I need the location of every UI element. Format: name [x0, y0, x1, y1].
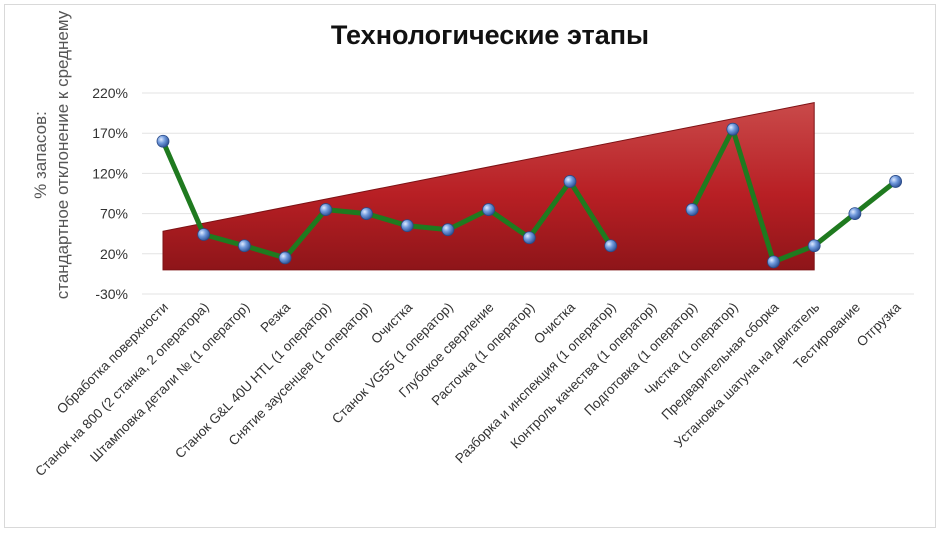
y-tick-label: 70%: [100, 206, 128, 222]
chart-title: Технологические этапы: [331, 20, 649, 50]
data-point: [848, 207, 862, 221]
data-point: [482, 203, 496, 216]
trend-wedge: [162, 102, 815, 271]
y-tick-label: -30%: [95, 286, 128, 302]
y-tick-label: 220%: [92, 85, 128, 101]
series-markers: [156, 122, 902, 269]
y-tick-label: 120%: [92, 165, 128, 181]
data-point: [237, 239, 251, 253]
data-point: [522, 231, 536, 245]
y-axis-label-line-2: стандартное отклонение к среднему: [53, 10, 72, 299]
data-point: [360, 207, 373, 221]
data-point: [767, 255, 780, 269]
data-point: [889, 175, 902, 188]
data-point: [685, 203, 699, 216]
data-point: [156, 134, 170, 148]
x-tick-label: Установка шатуна на двигатель: [671, 300, 822, 451]
y-tick-label: 170%: [92, 125, 128, 141]
data-point: [807, 239, 821, 253]
series-line-layer: [160, 126, 899, 265]
y-axis-label: % запасов: стандартное отклонение к сред…: [31, 10, 72, 299]
x-tick-label: Контроль качества (1 оператор): [508, 300, 660, 452]
y-axis-label-line-1: % запасов:: [31, 111, 50, 199]
data-point: [726, 122, 740, 136]
data-point: [278, 251, 292, 265]
x-tick-label: Отгрузка: [854, 299, 904, 349]
data-point: [563, 175, 577, 188]
y-tick-label: 20%: [100, 246, 128, 262]
x-tick-label: Резка: [257, 299, 293, 335]
data-point: [197, 228, 211, 241]
data-point: [400, 219, 414, 233]
data-point: [319, 203, 333, 216]
trend-wedge-layer: [162, 102, 815, 271]
data-point: [441, 223, 455, 237]
series-line-segment: [160, 138, 614, 261]
series-line-segment: [689, 126, 899, 265]
data-point: [604, 239, 618, 253]
y-axis-tick-labels: 220% 170% 120% 70% 20% -30%: [92, 85, 128, 302]
